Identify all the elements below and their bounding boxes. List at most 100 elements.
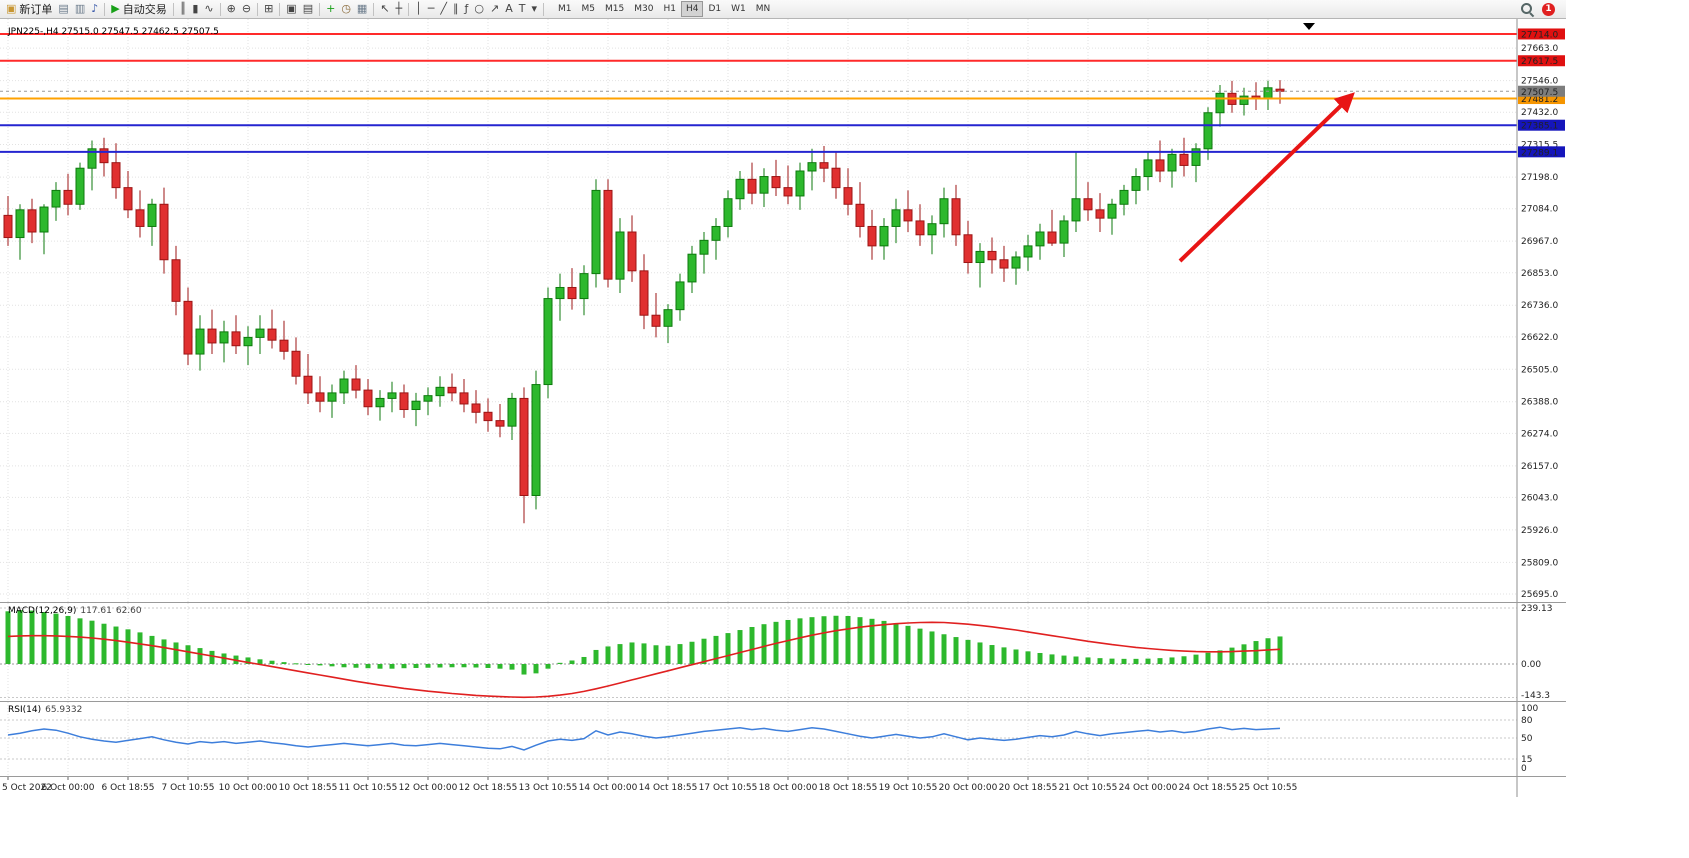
new-order-button-label: 新订单 <box>19 3 53 16</box>
candle <box>1131 176 1141 191</box>
time-axis-label: 24 Oct 00:00 <box>1119 783 1178 793</box>
candle <box>759 176 769 194</box>
crosshair-button[interactable]: ┼ <box>393 1 406 17</box>
indicators-button[interactable]: + <box>323 1 338 17</box>
search-icon[interactable] <box>1520 2 1534 16</box>
periods-button[interactable]: ◷ <box>338 1 354 17</box>
macd-indicator-panel[interactable]: 239.13 0.00 -143.3 <box>0 602 1566 701</box>
time-axis-label: 12 Oct 00:00 <box>399 783 458 793</box>
trend-arrow-object[interactable] <box>1178 92 1355 263</box>
candle <box>231 331 241 347</box>
print-icon[interactable]: ▥ <box>72 1 88 17</box>
cascade-windows-button[interactable]: ▣ <box>283 1 299 17</box>
timeframe-mn[interactable]: MN <box>755 4 771 14</box>
templates-button[interactable]: ▦ <box>354 1 370 17</box>
timeframe-h1[interactable]: H1 <box>663 4 676 14</box>
svg-text:0.00: 0.00 <box>1521 660 1541 670</box>
candle <box>327 392 337 402</box>
candle <box>867 225 877 247</box>
candle <box>27 209 37 233</box>
svg-text:25926.0: 25926.0 <box>1521 526 1558 536</box>
new-order-button[interactable]: ▣ 新订单 <box>3 1 55 17</box>
candle <box>1203 112 1213 150</box>
candle <box>1191 148 1201 166</box>
channel-button[interactable]: ∥ <box>450 1 462 17</box>
candle <box>351 378 361 391</box>
candlestick-chart-button[interactable]: ▮ <box>189 1 201 17</box>
sound-icon[interactable]: ♪ <box>88 1 101 17</box>
svg-text:26043.0: 26043.0 <box>1521 493 1558 503</box>
arrow-objects-icon: ↗ <box>490 2 500 15</box>
shapes-button[interactable]: ○ <box>471 1 487 17</box>
time-axis-label: 20 Oct 00:00 <box>939 783 998 793</box>
timeframe-m1[interactable]: M1 <box>558 4 572 14</box>
timeframe-m5[interactable]: M5 <box>581 4 596 14</box>
charts-profile-icon-icon: ▤ <box>58 2 69 15</box>
chart-shift-marker[interactable] <box>1303 23 1315 30</box>
line-chart-button[interactable]: ∿ <box>201 1 216 17</box>
timeframe-m30[interactable]: M30 <box>634 4 654 14</box>
time-axis-label: 13 Oct 10:55 <box>519 783 578 793</box>
tile-windows-button[interactable]: ⊞ <box>261 1 276 17</box>
candle <box>891 209 901 227</box>
arrange-windows-button[interactable]: ▤ <box>300 1 316 17</box>
candle <box>531 384 541 496</box>
time-axis-label: 10 Oct 18:55 <box>279 783 338 793</box>
charts-profile-icon[interactable]: ▤ <box>55 1 71 17</box>
trendline-button[interactable]: ╱ <box>437 1 450 17</box>
candle <box>591 189 601 275</box>
auto-trading-button[interactable]: ▶ 自动交易 <box>108 1 169 17</box>
svg-text:27315.5: 27315.5 <box>1521 141 1558 151</box>
svg-text:100: 100 <box>1521 704 1538 714</box>
notification-badge[interactable]: 1 <box>1542 2 1555 16</box>
candle <box>75 167 85 205</box>
candle <box>1179 153 1189 166</box>
text-label-icon: T <box>518 2 526 15</box>
candle <box>1119 189 1129 205</box>
candle <box>999 259 1009 269</box>
svg-text:27546.0: 27546.0 <box>1521 77 1558 87</box>
candle <box>603 189 613 280</box>
objects-dropdown[interactable]: ▾ <box>529 1 541 17</box>
rsi-indicator-panel[interactable]: 100 80 50 150 <box>0 701 1566 776</box>
zoom-in-button[interactable]: ⊕ <box>224 1 239 17</box>
timeframe-h4[interactable]: H4 <box>680 1 704 17</box>
svg-text:15: 15 <box>1521 755 1532 765</box>
timeframe-w1[interactable]: W1 <box>731 4 746 14</box>
candle <box>735 178 745 200</box>
zoom-out-button[interactable]: ⊖ <box>239 1 254 17</box>
price-badge <box>1518 146 1565 158</box>
candle <box>1011 256 1021 269</box>
fibonacci-button[interactable]: ƒ <box>462 1 472 17</box>
candle <box>723 198 733 227</box>
timeframe-m15[interactable]: M15 <box>605 4 625 14</box>
cursor-button[interactable]: ↖ <box>377 1 392 17</box>
horizontal-line-button[interactable]: ─ <box>425 1 438 17</box>
candle <box>243 336 253 347</box>
toolbar-separator <box>319 2 321 16</box>
candle <box>639 270 649 316</box>
candle <box>447 386 457 394</box>
cascade-windows-icon: ▣ <box>286 2 297 15</box>
horizontal-line-icon: ─ <box>427 2 435 15</box>
candle <box>1083 198 1093 211</box>
candle <box>471 403 481 413</box>
candle <box>1107 203 1117 219</box>
bar-chart-button[interactable]: ║ <box>177 1 190 17</box>
svg-text:80: 80 <box>1521 716 1533 726</box>
time-axis-label: 14 Oct 00:00 <box>579 783 638 793</box>
timeframe-d1[interactable]: D1 <box>708 4 722 14</box>
text-label-button[interactable]: T <box>516 1 529 17</box>
text-button[interactable]: A <box>502 1 516 17</box>
time-axis-label: 12 Oct 18:55 <box>459 783 518 793</box>
time-axis-label: 6 Oct 18:55 <box>102 783 155 793</box>
print-icon-icon: ▥ <box>74 2 86 15</box>
vertical-line-button[interactable]: │ <box>412 1 425 17</box>
arrow-objects-button[interactable]: ↗ <box>487 1 502 17</box>
macd-signal-line <box>7 621 1281 699</box>
bar-chart-icon: ║ <box>179 2 187 15</box>
candle <box>711 225 721 241</box>
main-price-chart[interactable]: 27663.0 27546.0 27432.0 27315.5 27198.0 27084… <box>0 19 1566 602</box>
toolbar-buttons: ▣ 新订单 ▤ ▥ ♪ ▶ 自动交易 ║ ▮ ∿ ⊕ ⊖ ⊞ ▣ ▤ + ◷ ▦ ↖ ┼ │ ─ ╱ ∥ ƒ ○ ↗ A T ▾ <box>3 0 547 18</box>
bid-price-badge <box>1518 85 1565 97</box>
